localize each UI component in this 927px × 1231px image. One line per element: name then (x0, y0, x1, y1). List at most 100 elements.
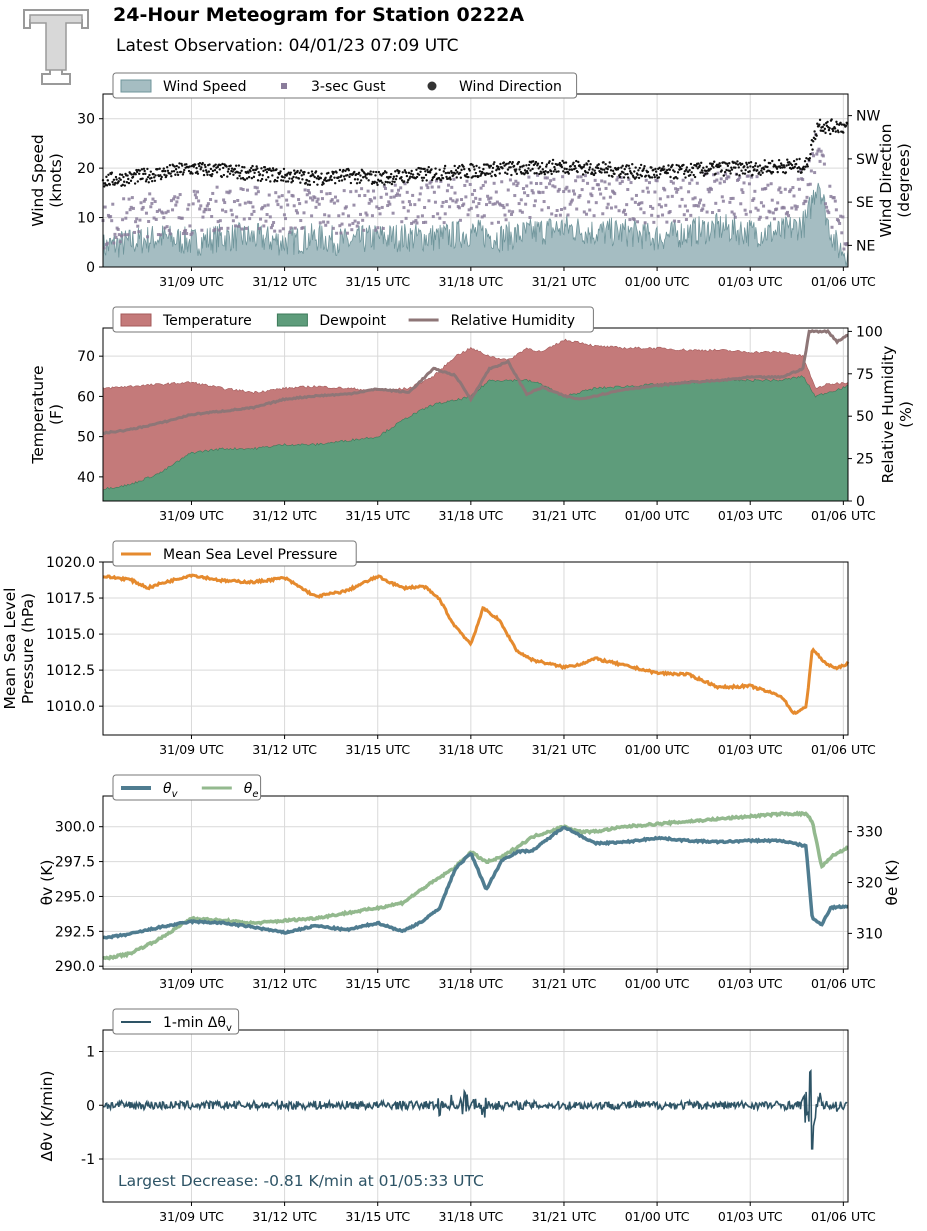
direction-marker (662, 165, 665, 168)
direction-marker (144, 172, 147, 176)
direction-marker (501, 167, 504, 170)
direction-marker (544, 169, 547, 173)
direction-marker (525, 164, 528, 167)
direction-marker (499, 162, 502, 166)
direction-marker (704, 169, 708, 173)
direction-marker (338, 179, 341, 183)
direction-marker (206, 173, 209, 176)
direction-marker (781, 170, 785, 174)
gust-marker (433, 200, 437, 204)
y-tick-label: 1 (86, 1045, 95, 1061)
direction-marker (214, 163, 217, 166)
gust-marker (438, 216, 442, 220)
gust-marker (559, 208, 563, 212)
direction-marker (199, 168, 202, 171)
gust-marker (733, 215, 737, 219)
y-right-tick-label: SE (856, 195, 874, 211)
gust-marker (305, 193, 309, 197)
legend-box (112, 540, 357, 567)
direction-marker (221, 162, 224, 166)
y-right-tick-label: 50 (856, 409, 874, 425)
x-tick-label: 01/06 UTC (811, 976, 876, 991)
direction-marker (510, 173, 513, 177)
gust-marker (474, 196, 478, 200)
direction-marker (228, 172, 232, 175)
direction-marker (393, 180, 396, 184)
direction-marker (444, 171, 448, 175)
direction-marker (421, 179, 424, 182)
direction-marker (295, 176, 298, 179)
gust-marker (562, 190, 566, 194)
gust-marker (762, 204, 766, 208)
direction-marker (668, 168, 672, 171)
direction-marker (154, 174, 157, 177)
direction-marker (749, 165, 752, 168)
gust-marker (625, 203, 629, 207)
gust-marker (571, 189, 575, 193)
gust-marker (589, 192, 593, 196)
gust-marker (588, 208, 592, 212)
direction-marker (202, 173, 206, 177)
gust-marker (302, 211, 306, 215)
gust-marker (328, 191, 332, 195)
direction-marker (693, 175, 697, 179)
gust-marker (379, 195, 383, 199)
gust-marker (783, 187, 787, 191)
gust-marker (621, 210, 625, 214)
direction-marker (706, 172, 709, 175)
direction-marker (313, 175, 316, 179)
direction-marker (700, 161, 703, 165)
gust-marker (545, 176, 549, 180)
direction-marker (375, 181, 379, 184)
gust-marker (381, 226, 385, 230)
gust-marker (406, 209, 410, 213)
y-tick-label: 1020.0 (46, 555, 95, 571)
x-tick-label: 31/12 UTC (252, 742, 317, 757)
gust-marker (524, 202, 528, 206)
direction-marker (267, 176, 270, 179)
gust-marker (178, 193, 182, 197)
gust-marker (422, 221, 426, 225)
gust-marker (665, 220, 669, 224)
gust-marker (806, 183, 810, 187)
direction-marker (730, 168, 734, 171)
gust-marker (320, 197, 324, 201)
gust-marker (615, 178, 619, 182)
gust-marker (523, 191, 527, 195)
gust-marker (113, 232, 117, 236)
gust-marker (355, 224, 359, 228)
gust-marker (546, 206, 550, 210)
direction-marker (489, 172, 492, 175)
gust-marker (126, 233, 130, 237)
gust-marker (243, 201, 247, 205)
direction-marker (146, 175, 150, 179)
gust-marker (819, 149, 823, 153)
direction-marker (340, 174, 343, 177)
gust-marker (833, 199, 837, 203)
gust-marker (211, 191, 215, 195)
gust-marker (102, 246, 106, 250)
gust-marker (443, 212, 447, 216)
direction-marker (631, 163, 634, 166)
x-tick-label: 01/00 UTC (625, 1209, 690, 1224)
direction-marker (550, 172, 553, 176)
direction-marker (415, 168, 418, 171)
direction-marker (153, 179, 157, 183)
gust-marker (839, 214, 843, 218)
gust-marker (601, 212, 605, 216)
direction-marker (622, 176, 626, 179)
gust-marker (711, 211, 715, 215)
gust-marker (604, 186, 608, 190)
direction-marker (658, 166, 661, 170)
x-tick-label: 31/12 UTC (252, 1209, 317, 1224)
gust-marker (189, 233, 193, 237)
direction-marker (609, 169, 613, 172)
direction-marker (822, 123, 826, 126)
gust-marker (644, 178, 648, 182)
gust-marker (268, 215, 272, 219)
gust-marker (194, 196, 198, 200)
direction-marker (652, 168, 655, 172)
gust-marker (575, 207, 579, 211)
gust-marker (624, 212, 628, 216)
direction-marker (538, 172, 541, 176)
